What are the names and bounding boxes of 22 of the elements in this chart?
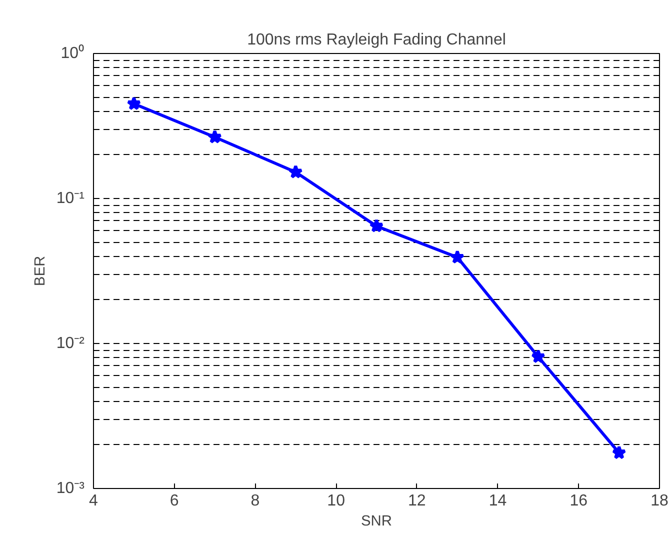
x-tick-label: 14 [488, 492, 507, 510]
y-tick-label: 10⁰ [60, 44, 84, 62]
point [208, 130, 222, 144]
x-tick-label: 18 [650, 492, 668, 510]
x-tick-label: 4 [89, 492, 98, 510]
y-axis-title: BER [32, 256, 48, 286]
x-tick-label: 6 [170, 492, 179, 510]
point [612, 445, 626, 460]
point [369, 218, 384, 232]
y-tick-label: 10⁻² [56, 335, 86, 352]
point [288, 164, 303, 178]
y-tick-label: 10⁻³ [56, 480, 86, 497]
x-tick-label: 8 [250, 492, 260, 510]
chart-title: 100ns rms Rayleigh Fading Channel [247, 32, 506, 48]
x-tick-label: 12 [408, 492, 426, 510]
y-tick-label: 10⁻¹ [56, 190, 84, 207]
point [531, 349, 546, 364]
x-axis-title: SNR [361, 514, 392, 530]
x-tick-label: 16 [570, 492, 588, 510]
point [450, 250, 465, 264]
x-tick-label: 10 [327, 492, 346, 510]
point [126, 96, 142, 110]
